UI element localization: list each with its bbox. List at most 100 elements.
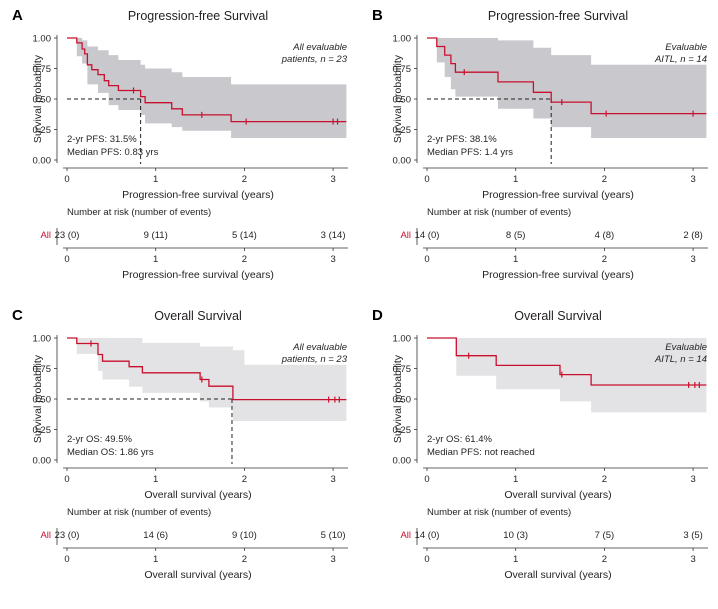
- risk-x-tick-label: 1: [153, 254, 158, 265]
- risk-count: 14 (6): [143, 530, 168, 541]
- survival-curve: [427, 37, 707, 115]
- panel-title: Overall Survival: [514, 309, 602, 323]
- y-tick-label: 1.00: [393, 34, 412, 45]
- risk-table-header: Number at risk (number of events): [427, 507, 571, 518]
- cohort-annotation: patients, n = 23: [281, 54, 348, 65]
- risk-count: 5 (14): [232, 230, 257, 241]
- risk-x-axis-label: Overall survival (years): [504, 569, 611, 581]
- risk-x-tick-label: 3: [690, 554, 695, 565]
- risk-x-tick-label: 0: [64, 254, 69, 265]
- risk-x-tick-label: 3: [330, 254, 335, 265]
- risk-count: 23 (0): [55, 230, 80, 241]
- panel-title: Progression-free Survival: [488, 9, 628, 23]
- y-tick-label: 0.00: [33, 156, 52, 167]
- x-tick-label: 1: [153, 474, 158, 485]
- x-tick-label: 1: [513, 474, 518, 485]
- x-tick-label: 3: [690, 474, 695, 485]
- x-axis-label: Overall survival (years): [144, 489, 251, 501]
- x-tick-label: 3: [330, 474, 335, 485]
- risk-x-tick-label: 2: [242, 554, 247, 565]
- cohort-annotation: All evaluable: [292, 342, 347, 353]
- stat-text: 2-yr PFS: 31.5%: [67, 134, 137, 145]
- cohort-annotation: AITL, n = 14: [654, 354, 707, 365]
- x-tick-label: 2: [242, 174, 247, 185]
- panel-title: Progression-free Survival: [128, 9, 268, 23]
- risk-x-tick-label: 0: [64, 554, 69, 565]
- risk-row-label: All: [400, 230, 411, 241]
- x-tick-label: 1: [513, 174, 518, 185]
- y-tick-label: 0.25: [33, 425, 52, 436]
- x-tick-label: 0: [64, 174, 69, 185]
- stat-text: 2-yr OS: 61.4%: [427, 434, 492, 445]
- x-axis-label: Progression-free survival (years): [122, 189, 274, 201]
- risk-x-tick-label: 1: [153, 554, 158, 565]
- x-tick-label: 2: [602, 174, 607, 185]
- stat-text: 2-yr OS: 49.5%: [67, 434, 132, 445]
- risk-row-label: All: [400, 530, 411, 541]
- y-tick-label: 0.75: [393, 364, 412, 375]
- panel-b: B Progression-free Survival Survival proba…: [372, 7, 708, 281]
- y-tick-label: 1.00: [33, 34, 52, 45]
- risk-count: 7 (5): [595, 530, 615, 541]
- y-tick-label: 0.75: [33, 64, 52, 75]
- x-tick-label: 3: [330, 174, 335, 185]
- cohort-annotation: All evaluable: [292, 42, 347, 53]
- risk-x-axis-label: Overall survival (years): [144, 569, 251, 581]
- y-tick-label: 0.75: [393, 64, 412, 75]
- y-tick-label: 0.00: [33, 456, 52, 467]
- y-tick-label: 0.50: [33, 95, 52, 106]
- x-axis-label: Overall survival (years): [504, 489, 611, 501]
- risk-x-tick-label: 3: [690, 254, 695, 265]
- panel-a: A Progression-free Survival Survival proba…: [12, 7, 348, 281]
- risk-x-tick-label: 1: [513, 554, 518, 565]
- risk-count: 9 (11): [144, 230, 168, 241]
- panel-d: D Overall Survival Survival probability 0.0…: [372, 307, 708, 581]
- risk-count: 3 (14): [321, 230, 346, 241]
- panel-label: B: [372, 7, 383, 24]
- panel-label: A: [12, 7, 23, 24]
- y-tick-label: 0.25: [393, 125, 412, 136]
- risk-table-header: Number at risk (number of events): [67, 207, 211, 218]
- stat-text: Median PFS: 1.4 yrs: [427, 147, 513, 158]
- y-tick-label: 0.00: [393, 156, 412, 167]
- risk-count: 10 (3): [503, 530, 528, 541]
- cohort-annotation: Evaluable: [665, 342, 707, 353]
- risk-count: 14 (0): [415, 530, 440, 541]
- risk-x-tick-label: 2: [242, 254, 247, 265]
- survival-curve: [67, 37, 347, 123]
- y-tick-label: 0.25: [393, 425, 412, 436]
- risk-x-tick-label: 0: [424, 554, 429, 565]
- risk-x-tick-label: 2: [602, 554, 607, 565]
- risk-count: 8 (5): [506, 230, 526, 241]
- x-tick-label: 3: [690, 174, 695, 185]
- x-tick-label: 0: [424, 174, 429, 185]
- y-tick-label: 0.25: [33, 125, 52, 136]
- x-tick-label: 2: [602, 474, 607, 485]
- risk-row-label: All: [40, 230, 51, 241]
- risk-x-tick-label: 2: [602, 254, 607, 265]
- risk-table-header: Number at risk (number of events): [67, 507, 211, 518]
- y-axis-label: Survival probability: [392, 54, 404, 143]
- risk-count: 4 (8): [595, 230, 615, 241]
- cohort-annotation: patients, n = 23: [281, 354, 348, 365]
- risk-count: 2 (8): [683, 230, 703, 241]
- risk-row-label: All: [40, 530, 51, 541]
- risk-table-header: Number at risk (number of events): [427, 207, 571, 218]
- x-tick-label: 2: [242, 474, 247, 485]
- panel-title: Overall Survival: [154, 309, 242, 323]
- x-tick-label: 1: [153, 174, 158, 185]
- x-tick-label: 0: [424, 474, 429, 485]
- cohort-annotation: AITL, n = 14: [654, 54, 707, 65]
- risk-x-tick-label: 3: [330, 554, 335, 565]
- y-tick-label: 0.75: [33, 364, 52, 375]
- stat-text: Median PFS: not reached: [427, 447, 535, 458]
- risk-count: 14 (0): [415, 230, 440, 241]
- risk-count: 23 (0): [55, 530, 80, 541]
- stat-text: 2-yr PFS: 38.1%: [427, 134, 497, 145]
- y-axis-label: Survival probability: [32, 354, 44, 443]
- stat-text: Median PFS: 0.83 yrs: [67, 147, 159, 158]
- confidence-band: [67, 38, 347, 138]
- y-axis-label: Survival probability: [32, 54, 44, 143]
- stat-text: Median OS: 1.86 yrs: [67, 447, 154, 458]
